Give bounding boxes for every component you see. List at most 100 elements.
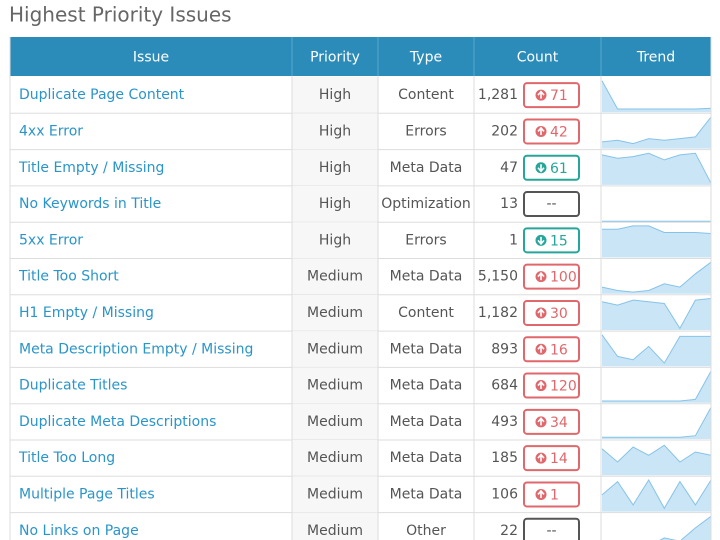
trend-area xyxy=(602,334,711,367)
priority-cell xyxy=(292,512,378,540)
priority-cell xyxy=(292,331,378,368)
type: Meta Data xyxy=(390,269,463,285)
count: 1,182 xyxy=(478,305,518,321)
priority-cell xyxy=(292,113,378,150)
column-header[interactable]: Type xyxy=(409,50,442,66)
priority-cell xyxy=(292,294,378,332)
type: Content xyxy=(398,87,454,103)
priority: High xyxy=(319,123,351,139)
trend-line xyxy=(601,152,712,184)
change-value: 61 xyxy=(550,161,568,177)
trend-area xyxy=(602,80,711,113)
column-header[interactable]: Count xyxy=(517,50,559,66)
trend-line xyxy=(601,479,712,510)
issue-link[interactable]: 5xx Error xyxy=(19,232,83,248)
change-badge xyxy=(523,263,580,290)
trend-line xyxy=(601,444,712,463)
issue-link[interactable]: H1 Empty / Missing xyxy=(19,305,154,321)
change-value: 1 xyxy=(550,487,559,503)
count: 22 xyxy=(500,523,518,539)
trend-area xyxy=(660,516,711,540)
trend-area xyxy=(602,225,711,258)
change-arrow xyxy=(537,271,545,281)
change-value: 120 xyxy=(550,379,577,395)
type: Meta Data xyxy=(390,414,463,430)
change-arrow xyxy=(537,164,545,173)
issue-link[interactable]: Meta Description Empty / Missing xyxy=(19,341,253,357)
trend-line xyxy=(602,225,712,234)
priority: Medium xyxy=(307,486,363,502)
priority: Medium xyxy=(307,269,363,285)
priority: High xyxy=(319,196,351,212)
column-header[interactable]: Issue xyxy=(133,50,169,66)
change-badge xyxy=(523,118,580,145)
issue-link[interactable]: No Keywords in Title xyxy=(19,196,161,212)
change-badge xyxy=(523,154,580,181)
count: 5,150 xyxy=(478,269,518,285)
count: 13 xyxy=(500,196,518,212)
trend-line xyxy=(601,116,712,145)
issue-link[interactable]: Title Empty / Missing xyxy=(18,160,164,176)
issue-link[interactable]: No Links on Page xyxy=(19,523,139,539)
type: Meta Data xyxy=(390,341,463,357)
change-arrow xyxy=(537,90,545,99)
change-value: 15 xyxy=(550,233,568,249)
change-value: 42 xyxy=(550,124,568,140)
trend-area xyxy=(602,153,711,185)
change-value: 100 xyxy=(550,270,577,286)
issue-link[interactable]: Duplicate Page Content xyxy=(19,87,185,103)
trend-area xyxy=(602,298,711,331)
type: Meta Data xyxy=(390,450,463,466)
column-header[interactable]: Priority xyxy=(310,50,360,66)
change-badge xyxy=(523,517,580,540)
change-badge xyxy=(523,299,580,326)
change-badge xyxy=(523,227,580,254)
issue-link[interactable]: Duplicate Meta Descriptions xyxy=(19,414,216,430)
count: 47 xyxy=(500,160,518,176)
priority: Medium xyxy=(307,378,363,394)
type: Meta Data xyxy=(390,486,463,502)
type: Meta Data xyxy=(390,160,463,176)
priority: Medium xyxy=(307,305,363,321)
count: 1,281 xyxy=(478,87,518,103)
change-value: 16 xyxy=(550,342,568,358)
change-arrow xyxy=(537,126,545,135)
type: Optimization xyxy=(381,196,471,212)
priority: High xyxy=(319,87,351,103)
change-arrow xyxy=(537,308,545,317)
priority: Medium xyxy=(307,450,363,466)
priority-cell xyxy=(292,367,378,404)
count: 893 xyxy=(491,341,518,357)
type: Meta Data xyxy=(390,378,463,394)
issue-link[interactable]: Title Too Short xyxy=(18,269,119,285)
issue-link[interactable]: Duplicate Titles xyxy=(19,378,127,394)
issue-link[interactable]: Title Too Long xyxy=(18,450,115,466)
issue-link[interactable]: 4xx Error xyxy=(19,123,83,139)
priority-cell xyxy=(292,185,378,223)
priority: Medium xyxy=(307,341,363,357)
count: 1 xyxy=(509,232,518,248)
trend-area xyxy=(602,445,711,476)
change-badge xyxy=(523,445,580,472)
type: Content xyxy=(398,305,454,321)
type: Errors xyxy=(405,123,446,139)
change-badge xyxy=(523,191,580,218)
count: 106 xyxy=(491,486,518,502)
change-value: 34 xyxy=(550,415,568,431)
change-value: 30 xyxy=(550,306,568,322)
table-header xyxy=(10,37,711,76)
trend-line xyxy=(602,407,712,438)
column-header[interactable]: Trend xyxy=(636,50,675,66)
type: Errors xyxy=(405,232,446,248)
priority-cell xyxy=(292,476,378,513)
priority: Medium xyxy=(307,414,363,430)
priority: High xyxy=(319,232,351,248)
change-arrow xyxy=(537,236,545,246)
issue-link[interactable]: Multiple Page Titles xyxy=(19,486,155,502)
trend-line xyxy=(601,334,711,364)
trend-line xyxy=(602,370,712,402)
change-value: 14 xyxy=(550,451,568,467)
count: 684 xyxy=(491,378,518,394)
change-arrow xyxy=(537,344,545,353)
